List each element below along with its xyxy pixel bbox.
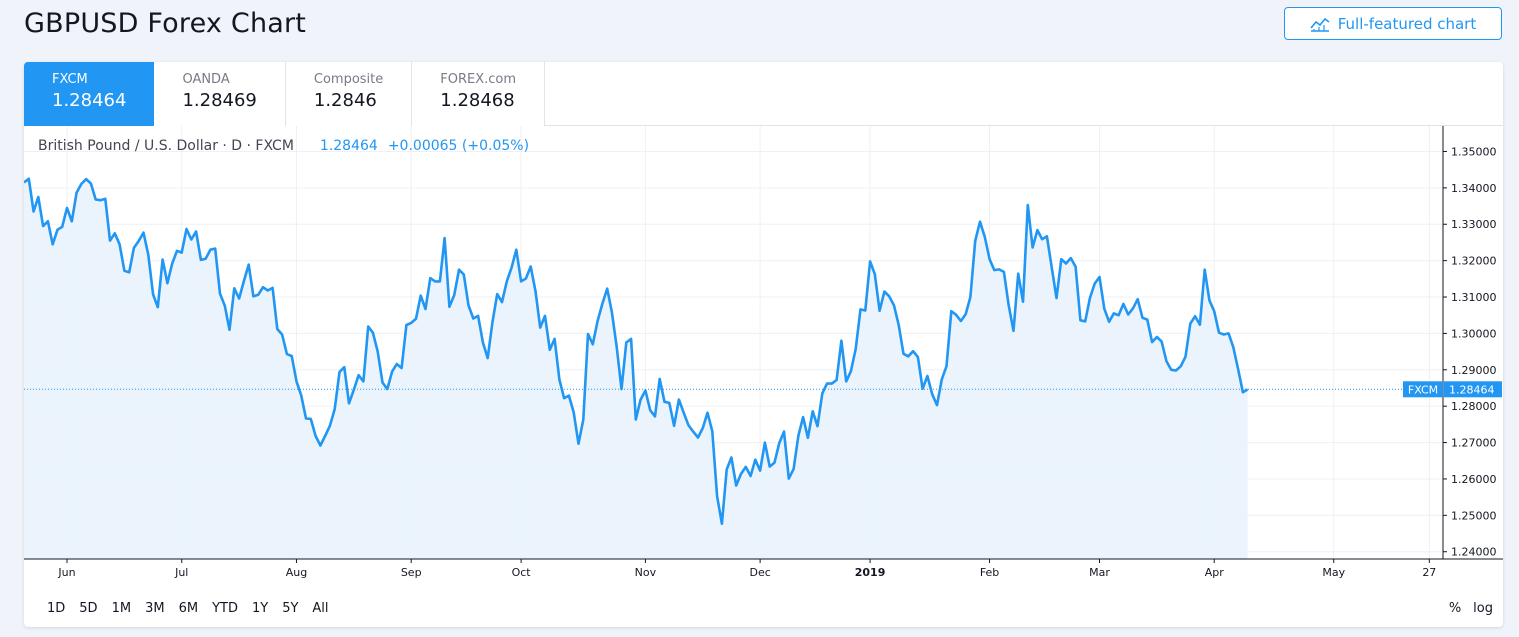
- range-1m[interactable]: 1M: [111, 601, 132, 616]
- y-tick-label: 1.30000: [1451, 327, 1497, 340]
- range-ytd[interactable]: YTD: [212, 601, 238, 616]
- tab-value: 1.28464: [52, 90, 127, 111]
- tab-name: FOREX.com: [440, 72, 517, 87]
- price-chart[interactable]: 1.35000 1.34000 1.33000 1.32000 1.31000 1.300…: [24, 126, 1503, 596]
- symbol-legend: British Pound / U.S. Dollar · D · FXCM 1…: [38, 138, 529, 154]
- y-tick-label: 1.33000: [1451, 218, 1497, 231]
- tab-value: 1.28468: [440, 90, 515, 111]
- chart-icon: [1310, 17, 1330, 32]
- tab-fxcm[interactable]: FXCM 1.28464: [24, 62, 155, 126]
- range-5y[interactable]: 5Y: [282, 601, 299, 616]
- range-3m[interactable]: 3M: [145, 601, 165, 616]
- y-tick-label: 1.34000: [1451, 182, 1497, 195]
- x-tick-label: Dec: [749, 566, 770, 579]
- last-source-badge: [1403, 381, 1443, 398]
- y-tick-label: 1.26000: [1451, 473, 1497, 486]
- percent-scale-button[interactable]: %: [1448, 601, 1462, 616]
- tab-value: 1.2846: [313, 90, 377, 111]
- x-tick-label: Apr: [1205, 566, 1225, 579]
- y-tick-label: 1.25000: [1451, 509, 1497, 522]
- y-tick-label: 1.32000: [1451, 255, 1497, 268]
- y-tick-label: 1.35000: [1451, 145, 1497, 158]
- last-source-label: FXCM: [1408, 383, 1438, 396]
- range-selector: 1D 5D 1M 3M 6M YTD 1Y 5Y All: [40, 601, 336, 616]
- price-change: +0.00065 (+0.05%): [387, 138, 530, 154]
- x-tick-label: Jul: [174, 566, 188, 579]
- symbol-description: British Pound / U.S. Dollar · D · FXCM: [38, 138, 294, 154]
- x-tick-label: Feb: [980, 566, 999, 579]
- x-tick-label: May: [1322, 566, 1345, 579]
- tab-name: OANDA: [182, 72, 230, 87]
- log-scale-button[interactable]: log: [1473, 601, 1493, 616]
- full-featured-chart-label: Full-featured chart: [1337, 14, 1477, 33]
- y-tick-label: 1.29000: [1451, 364, 1497, 377]
- x-tick-label: Jun: [57, 566, 75, 579]
- x-tick-label: Oct: [512, 566, 532, 579]
- tab-name: Composite: [313, 72, 384, 87]
- price-line: [24, 177, 1249, 526]
- tab-composite[interactable]: Composite 1.2846: [285, 62, 413, 126]
- y-tick-label: 1.28000: [1451, 400, 1497, 413]
- y-tick-label: 1.31000: [1451, 291, 1497, 304]
- range-1d[interactable]: 1D: [47, 601, 66, 616]
- range-5d[interactable]: 5D: [79, 601, 98, 616]
- page-title: GBPUSD Forex Chart: [24, 8, 307, 39]
- x-tick-label: 27: [1422, 566, 1436, 579]
- range-all[interactable]: All: [312, 601, 329, 616]
- tab-name: FXCM: [52, 72, 88, 87]
- tab-forex-com[interactable]: FOREX.com 1.28468: [412, 62, 546, 126]
- symbol-quote: 1.28464 +0.00065 (+0.05%): [320, 138, 529, 154]
- x-tick-label: 2019: [855, 566, 886, 579]
- tab-oanda[interactable]: OANDA 1.28469: [154, 62, 286, 126]
- scale-buttons: % log: [1449, 601, 1493, 616]
- source-tabs: FXCM 1.28464 OANDA 1.28469 Composite 1.2…: [24, 62, 1503, 126]
- y-tick-label: 1.24000: [1451, 546, 1497, 559]
- price-area: [24, 178, 1248, 560]
- y-tick-label: 1.27000: [1451, 437, 1497, 450]
- x-tick-label: Mar: [1089, 566, 1110, 579]
- range-1y[interactable]: 1Y: [251, 601, 269, 616]
- x-tick-label: Sep: [401, 566, 422, 579]
- last-price: 1.28464: [319, 138, 378, 154]
- range-6m[interactable]: 6M: [178, 601, 199, 616]
- full-featured-chart-button[interactable]: Full-featured chart: [1284, 7, 1502, 40]
- last-value-badge: [1444, 381, 1502, 398]
- x-tick-label: Aug: [286, 566, 307, 579]
- chart-card: FXCM 1.28464 OANDA 1.28469 Composite 1.2…: [24, 62, 1503, 627]
- x-tick-label: Nov: [635, 566, 657, 579]
- tab-value: 1.28469: [182, 90, 257, 111]
- last-value-label: 1.28464: [1449, 383, 1495, 396]
